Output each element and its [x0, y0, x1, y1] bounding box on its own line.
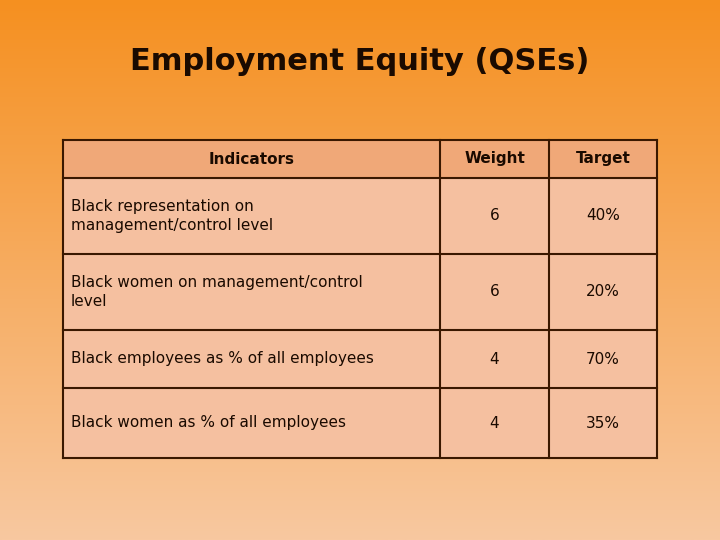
- Bar: [63, 330, 657, 388]
- Text: Employment Equity (QSEs): Employment Equity (QSEs): [130, 48, 590, 77]
- Text: Indicators: Indicators: [209, 152, 294, 166]
- Text: Black representation on
management/control level: Black representation on management/contr…: [71, 199, 273, 233]
- Text: 35%: 35%: [586, 415, 620, 430]
- Bar: [63, 140, 657, 178]
- Text: 4: 4: [490, 415, 500, 430]
- Text: Target: Target: [575, 152, 631, 166]
- Text: 6: 6: [490, 208, 500, 224]
- Text: 6: 6: [490, 285, 500, 300]
- Text: 20%: 20%: [586, 285, 620, 300]
- Text: 4: 4: [490, 352, 500, 367]
- Text: Black employees as % of all employees: Black employees as % of all employees: [71, 352, 374, 367]
- Bar: [63, 254, 657, 330]
- Text: Weight: Weight: [464, 152, 525, 166]
- Text: 40%: 40%: [586, 208, 620, 224]
- Text: 70%: 70%: [586, 352, 620, 367]
- Bar: [63, 388, 657, 458]
- Bar: [63, 178, 657, 254]
- Text: Black women as % of all employees: Black women as % of all employees: [71, 415, 346, 430]
- Text: Black women on management/control
level: Black women on management/control level: [71, 275, 363, 309]
